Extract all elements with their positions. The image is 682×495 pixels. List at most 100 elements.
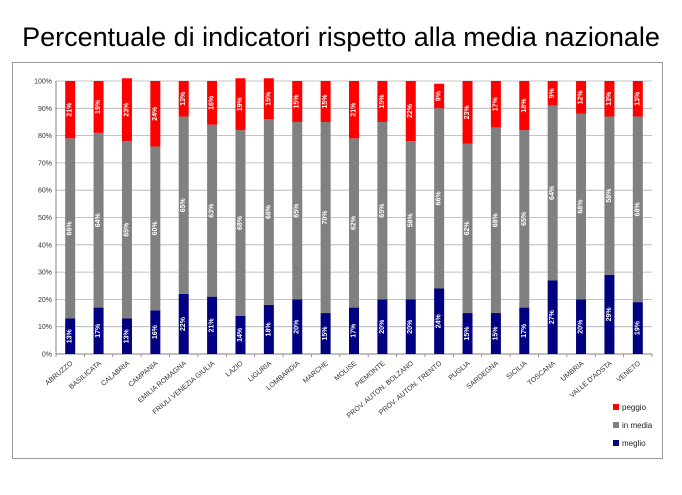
category-label: UMBRIA bbox=[560, 360, 586, 383]
data-label: 14% bbox=[237, 327, 244, 342]
data-label: 20% bbox=[578, 319, 585, 334]
data-label: 17% bbox=[492, 96, 499, 111]
bar-in-media bbox=[263, 119, 274, 305]
data-label: 20% bbox=[407, 319, 414, 334]
data-label: 27% bbox=[549, 309, 556, 324]
bar-meglio bbox=[576, 299, 587, 354]
stacked-bar-chart: 0% 10% 20% 30% 40% 50% 60% 70% 80% 90% 100% 13% 66% 2… bbox=[34, 78, 653, 448]
bar-peggio bbox=[405, 81, 416, 142]
data-label: 65% bbox=[379, 203, 386, 218]
bar-in-media bbox=[65, 138, 76, 319]
bar-peggio bbox=[178, 81, 189, 117]
data-label: 62% bbox=[464, 221, 471, 236]
bar-in-media bbox=[93, 132, 104, 308]
bar-in-media bbox=[121, 141, 132, 319]
data-label: 16% bbox=[209, 95, 216, 110]
bar-peggio bbox=[150, 81, 161, 147]
bar-meglio bbox=[462, 313, 473, 354]
category-label: LIGURIA bbox=[247, 360, 273, 384]
bar-meglio bbox=[150, 310, 161, 354]
legend-swatch bbox=[613, 404, 619, 410]
data-label: 24% bbox=[436, 313, 443, 328]
category-label: PUGLIA bbox=[448, 360, 472, 382]
data-label: 15% bbox=[464, 326, 471, 341]
bar-in-media bbox=[576, 113, 587, 300]
data-label: 68% bbox=[634, 202, 641, 217]
bar-meglio bbox=[235, 315, 246, 354]
data-label: 16% bbox=[152, 324, 159, 339]
bar-in-media bbox=[150, 146, 161, 311]
data-label: 13% bbox=[123, 328, 130, 343]
y-tick-label: 90% bbox=[38, 106, 52, 113]
bar-meglio bbox=[547, 280, 558, 354]
bar-meglio bbox=[519, 307, 530, 354]
data-label: 65% bbox=[521, 211, 528, 226]
bar-in-media bbox=[405, 141, 416, 300]
data-label: 65% bbox=[294, 203, 301, 218]
bar-peggio bbox=[462, 81, 473, 144]
bar-in-media bbox=[490, 127, 501, 314]
y-tick-label: 20% bbox=[38, 297, 52, 304]
y-tick-label: 40% bbox=[38, 242, 52, 249]
bar-peggio bbox=[434, 83, 445, 109]
bar-peggio bbox=[632, 81, 643, 117]
bar-in-media bbox=[434, 108, 445, 289]
y-tick-label: 70% bbox=[38, 160, 52, 167]
y-tick-label: 100% bbox=[34, 79, 52, 86]
data-label: 58% bbox=[407, 212, 414, 227]
bar-meglio bbox=[632, 302, 643, 354]
data-label: 70% bbox=[322, 210, 329, 225]
legend-label: in media bbox=[622, 421, 653, 430]
data-label: 19% bbox=[95, 99, 102, 114]
data-label: 23% bbox=[464, 105, 471, 120]
data-label: 20% bbox=[379, 319, 386, 334]
bar-in-media bbox=[604, 116, 615, 275]
category-label: LAZIO bbox=[225, 360, 245, 379]
data-label: 15% bbox=[379, 94, 386, 109]
data-label: 58% bbox=[606, 188, 613, 203]
y-tick-label: 80% bbox=[38, 133, 52, 140]
data-label: 15% bbox=[322, 326, 329, 341]
data-label: 21% bbox=[351, 102, 358, 117]
data-label: 68% bbox=[265, 204, 272, 219]
bar-meglio bbox=[178, 293, 189, 354]
bar-meglio bbox=[292, 299, 303, 354]
y-tick-label: 30% bbox=[38, 270, 52, 277]
bar-peggio bbox=[320, 81, 331, 122]
bar-peggio bbox=[349, 81, 359, 139]
bar-meglio bbox=[207, 296, 218, 354]
data-label: 65% bbox=[123, 222, 130, 237]
data-label: 29% bbox=[606, 307, 613, 322]
y-tick-label: 50% bbox=[38, 215, 52, 222]
data-label: 66% bbox=[67, 221, 74, 236]
bar-peggio bbox=[235, 78, 246, 131]
data-label: 9% bbox=[549, 87, 556, 98]
bar-peggio bbox=[292, 81, 303, 122]
data-label: 62% bbox=[351, 215, 358, 230]
bar-meglio bbox=[490, 313, 501, 354]
data-label: 15% bbox=[294, 94, 301, 109]
bar-peggio bbox=[576, 81, 587, 114]
bar-in-media bbox=[632, 116, 643, 303]
data-label: 60% bbox=[152, 221, 159, 236]
bar-in-media bbox=[292, 121, 303, 300]
category-label: MARCHE bbox=[302, 360, 330, 385]
bar-meglio bbox=[65, 318, 76, 354]
data-label: 15% bbox=[265, 91, 272, 106]
data-label: 19% bbox=[237, 96, 244, 111]
bar-peggio bbox=[547, 81, 558, 106]
bar-in-media bbox=[519, 130, 530, 308]
data-label: 68% bbox=[578, 199, 585, 214]
data-label: 21% bbox=[209, 318, 216, 333]
bar-meglio bbox=[93, 307, 104, 354]
data-label: 18% bbox=[521, 98, 528, 113]
data-label: 63% bbox=[209, 203, 216, 218]
bar-in-media bbox=[462, 143, 473, 314]
y-tick-label: 0% bbox=[42, 352, 52, 359]
bar-meglio bbox=[377, 299, 388, 354]
data-label: 22% bbox=[180, 316, 187, 331]
data-label: 17% bbox=[521, 323, 528, 338]
bar-meglio bbox=[604, 274, 615, 354]
bar-in-media bbox=[178, 116, 189, 294]
y-tick-label: 60% bbox=[38, 188, 52, 195]
